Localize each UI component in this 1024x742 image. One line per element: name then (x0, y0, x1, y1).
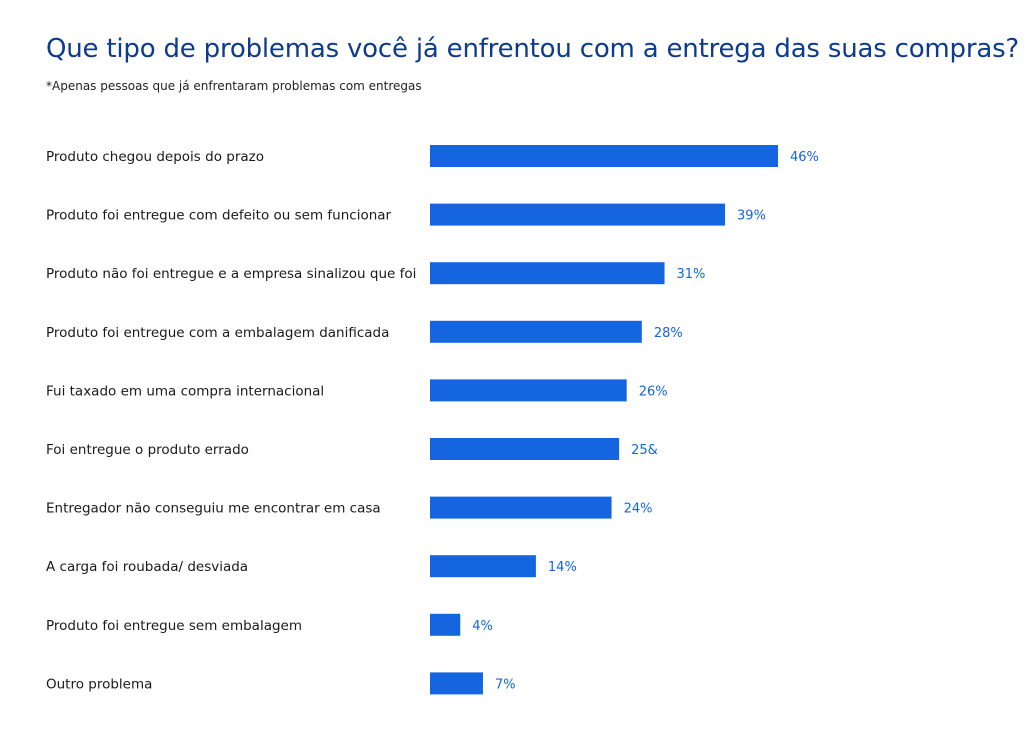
value-label: 26% (639, 384, 668, 399)
bar (430, 145, 778, 167)
bar-row: Produto foi entregue com a embalagem dan… (46, 320, 683, 343)
bar-row: Outro problema 7% (46, 672, 516, 695)
category-label: Produto não foi entregue e a empresa sin… (46, 266, 416, 282)
bar-row: Entregador não conseguiu me encontrar em… (46, 496, 653, 519)
value-label: 7% (495, 677, 516, 692)
bar (430, 203, 726, 226)
value-label: 14% (548, 560, 577, 575)
value-label: 46% (790, 150, 819, 165)
bar (430, 379, 627, 402)
chart-title: Que tipo de problemas você já enfrentou … (46, 34, 1020, 64)
value-label: 4% (472, 619, 493, 634)
category-label: Produto foi entregue com a embalagem dan… (46, 325, 389, 341)
bar-row: Fui taxado em uma compra internacional 26… (46, 379, 668, 402)
bar-row: A carga foi roubada/ desviada 14% (46, 555, 577, 578)
category-label: Entregador não conseguiu me encontrar em… (46, 501, 381, 517)
category-label: Produto foi entregue com defeito ou sem … (46, 208, 392, 224)
value-label: 24% (624, 502, 653, 517)
category-label: Fui taxado em uma compra internacional (46, 383, 324, 399)
bar (430, 320, 642, 343)
bar (430, 262, 665, 285)
value-label: 25& (631, 443, 658, 458)
bar (430, 438, 620, 460)
bar (430, 672, 483, 695)
category-label: Produto chegou depois do prazo (46, 149, 264, 165)
category-label: Foi entregue o produto errado (46, 442, 249, 458)
chart-subtitle: *Apenas pessoas que já enfrentaram probl… (46, 79, 422, 93)
category-label: A carga foi roubada/ desviada (46, 559, 248, 575)
value-label: 39% (737, 209, 766, 224)
bar (430, 555, 536, 578)
bar-row: Produto não foi entregue e a empresa sin… (46, 262, 706, 285)
bar-row: Produto foi entregue com defeito ou sem … (46, 203, 766, 226)
bar-row: Produto foi entregue sem embalagem 4% (46, 613, 493, 636)
bar (430, 496, 612, 519)
bar-row: Foi entregue o produto errado 25& (46, 438, 658, 460)
value-label: 31% (677, 267, 706, 282)
category-label: Outro problema (46, 676, 152, 692)
bar-row: Produto chegou depois do prazo 46% (46, 145, 819, 167)
value-label: 28% (654, 326, 683, 341)
category-label: Produto foi entregue sem embalagem (46, 618, 302, 634)
bar (430, 613, 461, 636)
